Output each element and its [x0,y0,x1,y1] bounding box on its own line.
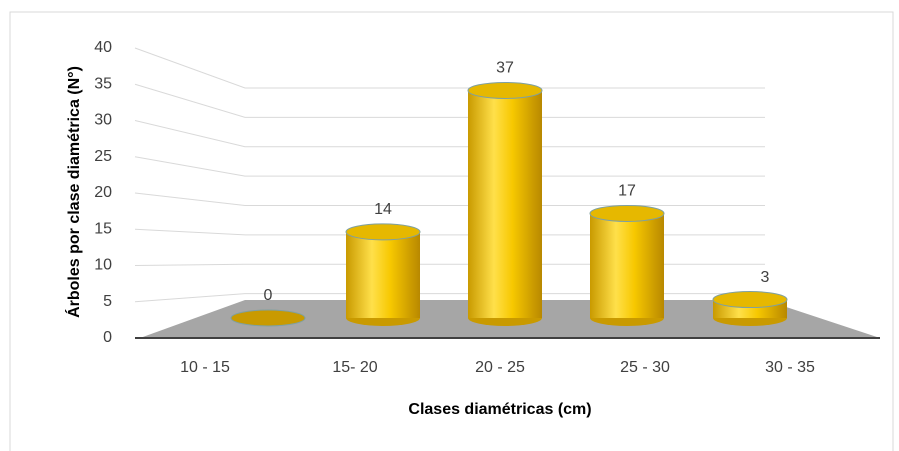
y-tick-label: 30 [94,112,112,129]
bar-top [345,223,421,241]
data-label: 37 [496,60,514,77]
y-axis-title: Árboles por clase diamétrica (N°) [64,66,83,318]
bar-top [467,81,543,99]
x-tick-label: 10 - 15 [180,359,230,376]
y-tick-label: 5 [103,293,112,310]
grid-line [134,83,765,118]
grid-line [134,120,765,148]
y-tick-label: 40 [94,39,112,56]
data-label: 3 [761,269,770,286]
y-tick-label: 20 [94,184,112,201]
bar [590,213,664,318]
grid-line [134,263,765,266]
grid-line [134,228,765,236]
bar [346,231,420,318]
y-tick-label: 0 [103,329,112,346]
data-label: 0 [264,287,273,304]
y-tick-label: 35 [94,75,112,92]
grid-line [134,192,765,206]
bar-top [230,309,306,327]
x-tick-label: 25 - 30 [620,359,670,376]
x-tick-label: 15- 20 [332,359,377,376]
bar [468,90,542,318]
x-tick-label: 30 - 35 [765,359,815,376]
x-tick-label: 20 - 25 [475,359,525,376]
grid-line [134,156,765,177]
bar-top [712,291,788,309]
bar-top [589,204,665,222]
x-axis-title: Clases diamétricas (cm) [408,401,591,418]
y-tick-label: 25 [94,148,112,165]
y-tick-label: 15 [94,220,112,237]
data-label: 17 [618,183,636,200]
grid-line [134,47,765,89]
data-label: 14 [374,201,392,218]
y-tick-label: 10 [94,257,112,274]
chart-frame [9,11,894,451]
